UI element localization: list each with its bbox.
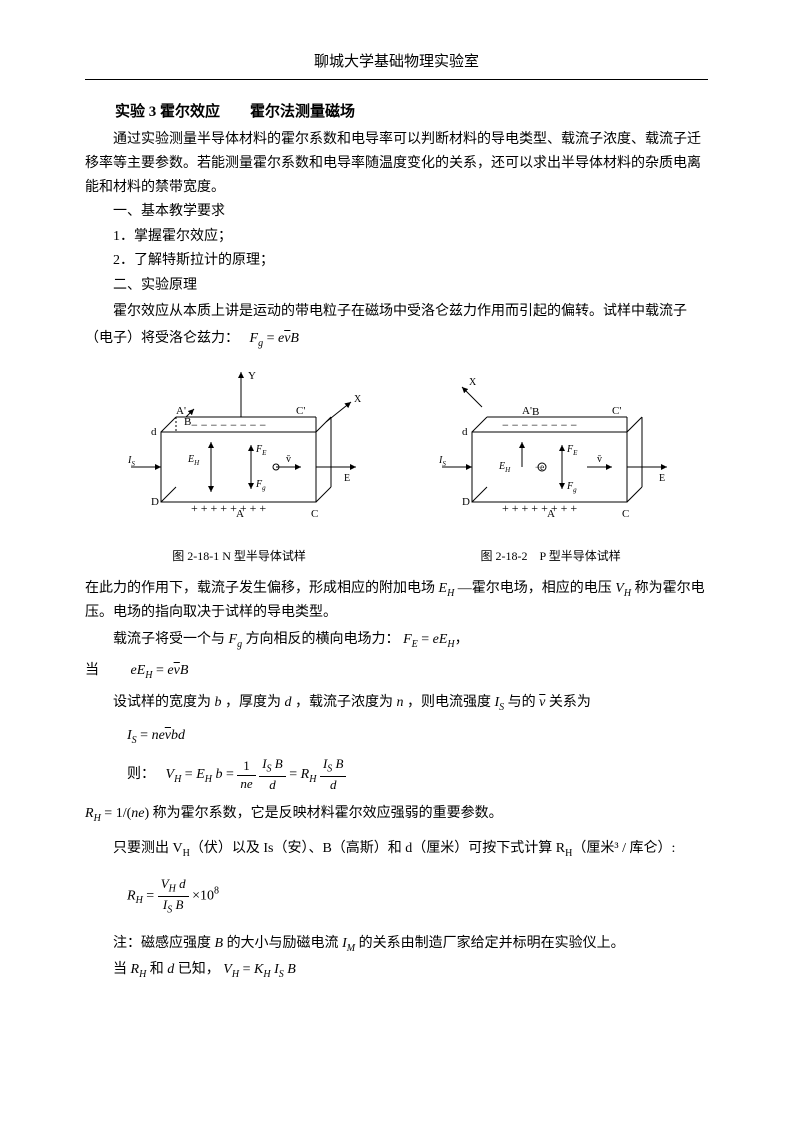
rh-text: 称为霍尔系数，它是反映材料霍尔效应强弱的重要参数。 xyxy=(153,806,503,821)
n-sym: n xyxy=(397,695,404,710)
rh-formula-inline: RH = 1/(ne) xyxy=(85,806,149,821)
b-sym2: B xyxy=(215,936,224,951)
svg-text:− − − − − − − −: − − − − − − − − xyxy=(502,418,577,432)
svg-text:B: B xyxy=(184,416,191,428)
section-1-heading: 一、基本教学要求 xyxy=(85,201,708,223)
p2-text: 霍尔效应从本质上讲是运动的带电粒子在磁场中受洛仑兹力作用而引起的偏转。试样中载流… xyxy=(85,304,687,346)
svg-text:D: D xyxy=(462,496,470,508)
principle-paragraph: 霍尔效应从本质上讲是运动的带电粒子在磁场中受洛仑兹力作用而引起的偏转。试样中载流… xyxy=(85,299,708,352)
p3: 在此力的作用下，载流子发生偏移，形成相应的附加电场 EH —霍尔电场，相应的电压… xyxy=(85,577,708,626)
im-sym: IM xyxy=(342,936,355,951)
p5c: ，载流子浓度为 xyxy=(295,695,393,710)
svg-text:C': C' xyxy=(612,405,621,417)
svg-text:d: d xyxy=(151,426,157,438)
svg-text:IS: IS xyxy=(127,455,135,468)
p5e: 与的 xyxy=(508,695,540,710)
svg-text:+ + + + + + + +: + + + + + + + + xyxy=(502,501,577,515)
svg-text:X: X xyxy=(469,377,477,388)
then-label: 则： xyxy=(127,767,148,782)
vh-formula: 则： VH = EH b = 1ne IS Bd = RH IS Bd xyxy=(127,756,708,793)
svg-text:v̄: v̄ xyxy=(597,454,602,465)
n-type-svg: Y A' C' d D A C − − − − − − − − + + + + … xyxy=(116,367,366,537)
caption-2: 图 2-18-2 P 型半导体试样 xyxy=(480,547,620,566)
svg-text:EH: EH xyxy=(187,454,200,467)
svg-text:E: E xyxy=(344,473,350,484)
svg-text:C': C' xyxy=(296,405,305,417)
svg-text:−e: −e xyxy=(535,462,544,472)
fg-formula: Fg = evB xyxy=(250,331,299,346)
svg-text:Fg: Fg xyxy=(255,479,266,492)
p5: 设试样的宽度为 b ，厚度为 d ，载流子浓度为 n ，则电流强度 IS 与的 … xyxy=(85,690,708,717)
p4a: 载流子将受一个与 xyxy=(113,632,225,647)
svg-text:− − − − − − − −: − − − − − − − − xyxy=(191,418,266,432)
p3b: —霍尔电场，相应的电压 xyxy=(458,581,612,596)
p-type-svg: X A' C' d D A C − − − − − − − − + + + + … xyxy=(427,367,677,537)
eeh-formula: eEH = evB xyxy=(131,663,189,678)
p5a: 设试样的宽度为 xyxy=(113,695,211,710)
svg-text:Y: Y xyxy=(248,370,256,382)
document-title: 实验 3 霍尔效应 霍尔法测量磁场 xyxy=(85,100,708,124)
section-2-heading: 二、实验原理 xyxy=(85,275,708,297)
p3a: 在此力的作用下，载流子发生偏移，形成相应的附加电场 xyxy=(85,581,435,596)
note-a: 注：磁感应强度 xyxy=(113,936,211,951)
svg-text:A': A' xyxy=(522,405,532,417)
p7b: 和 xyxy=(150,962,164,977)
svg-text:C: C xyxy=(311,508,318,520)
rh-definition: RH = 1/(ne) 称为霍尔系数，它是反映材料霍尔效应强弱的重要参数。 xyxy=(85,802,708,827)
svg-text:IS: IS xyxy=(438,455,446,468)
is-formula: IS = nevbd xyxy=(127,725,708,749)
svg-text:FE: FE xyxy=(255,444,267,457)
when-label: 当 xyxy=(85,663,99,678)
p4b: 方向相反的横向电场力： xyxy=(246,632,400,647)
is-sym: IS xyxy=(495,695,505,710)
svg-text:X: X xyxy=(354,394,362,405)
vh-kh-formula: VH = KH IS B xyxy=(223,962,296,977)
svg-text:D: D xyxy=(151,496,159,508)
page-header: 聊城大学基础物理实验室 xyxy=(85,50,708,80)
fg-symbol: Fg xyxy=(229,632,243,647)
svg-text:EH: EH xyxy=(498,461,511,474)
diagrams-container: Y A' C' d D A C − − − − − − − − + + + + … xyxy=(85,367,708,537)
fe-formula: FE = eEH xyxy=(403,632,455,647)
svg-text:B: B xyxy=(532,406,539,418)
p5b: ，厚度为 xyxy=(225,695,281,710)
p7c: 已知， xyxy=(178,962,220,977)
svg-text:+ + + + + + + +: + + + + + + + + xyxy=(191,501,266,515)
note-b: 的大小与励磁电流 xyxy=(227,936,339,951)
d-sym: d xyxy=(285,695,292,710)
intro-paragraph: 通过实验测量半导体材料的霍尔系数和电导率可以判断材料的导电类型、载流子浓度、载流… xyxy=(85,128,708,199)
p7: 当 RH 和 d 已知， VH = KH IS B xyxy=(85,958,708,983)
p5d: ，则电流强度 xyxy=(407,695,491,710)
p7a: 当 xyxy=(113,962,127,977)
p5f: 关系为 xyxy=(549,695,591,710)
b-sym: b xyxy=(215,695,222,710)
captions-row: 图 2-18-1 N 型半导体试样 图 2-18-2 P 型半导体试样 xyxy=(85,542,708,566)
vh-symbol: VH xyxy=(615,581,631,596)
svg-text:C: C xyxy=(622,508,629,520)
note-c: 的关系由制造厂家给定并标明在实验仪上。 xyxy=(359,936,625,951)
when-line: 当 eEH = evB xyxy=(85,660,708,684)
svg-text:FE: FE xyxy=(566,444,578,457)
rh-formula-block: RH = VH dIS B ×108 xyxy=(127,876,708,916)
svg-text:E: E xyxy=(659,473,665,484)
eh-symbol: EH xyxy=(439,581,455,596)
d-sym2: d xyxy=(167,962,174,977)
diagram-n-type: Y A' C' d D A C − − − − − − − − + + + + … xyxy=(116,367,366,537)
caption-1: 图 2-18-1 N 型半导体试样 xyxy=(172,547,306,566)
svg-text:Fg: Fg xyxy=(566,481,577,494)
p4: 载流子将受一个与 Fg 方向相反的横向电场力： FE = eEH， xyxy=(85,627,708,654)
note-line: 注：磁感应强度 B 的大小与励磁电流 IM 的关系由制造厂家给定并标明在实验仪上… xyxy=(85,932,708,957)
list-item-1: 1．掌握霍尔效应； xyxy=(85,226,708,248)
svg-text:v̄: v̄ xyxy=(286,454,291,465)
p6: 只要测出 VH（伏）以及 Is（安）、B（高斯）和 d（厘米）可按下式计算 RH… xyxy=(85,837,708,862)
vbar-sym: v xyxy=(539,695,545,710)
diagram-p-type: X A' C' d D A C − − − − − − − − + + + + … xyxy=(427,367,677,537)
rh-sym: RH xyxy=(131,962,147,977)
list-item-2: 2．了解特斯拉计的原理； xyxy=(85,250,708,272)
svg-text:d: d xyxy=(462,426,468,438)
